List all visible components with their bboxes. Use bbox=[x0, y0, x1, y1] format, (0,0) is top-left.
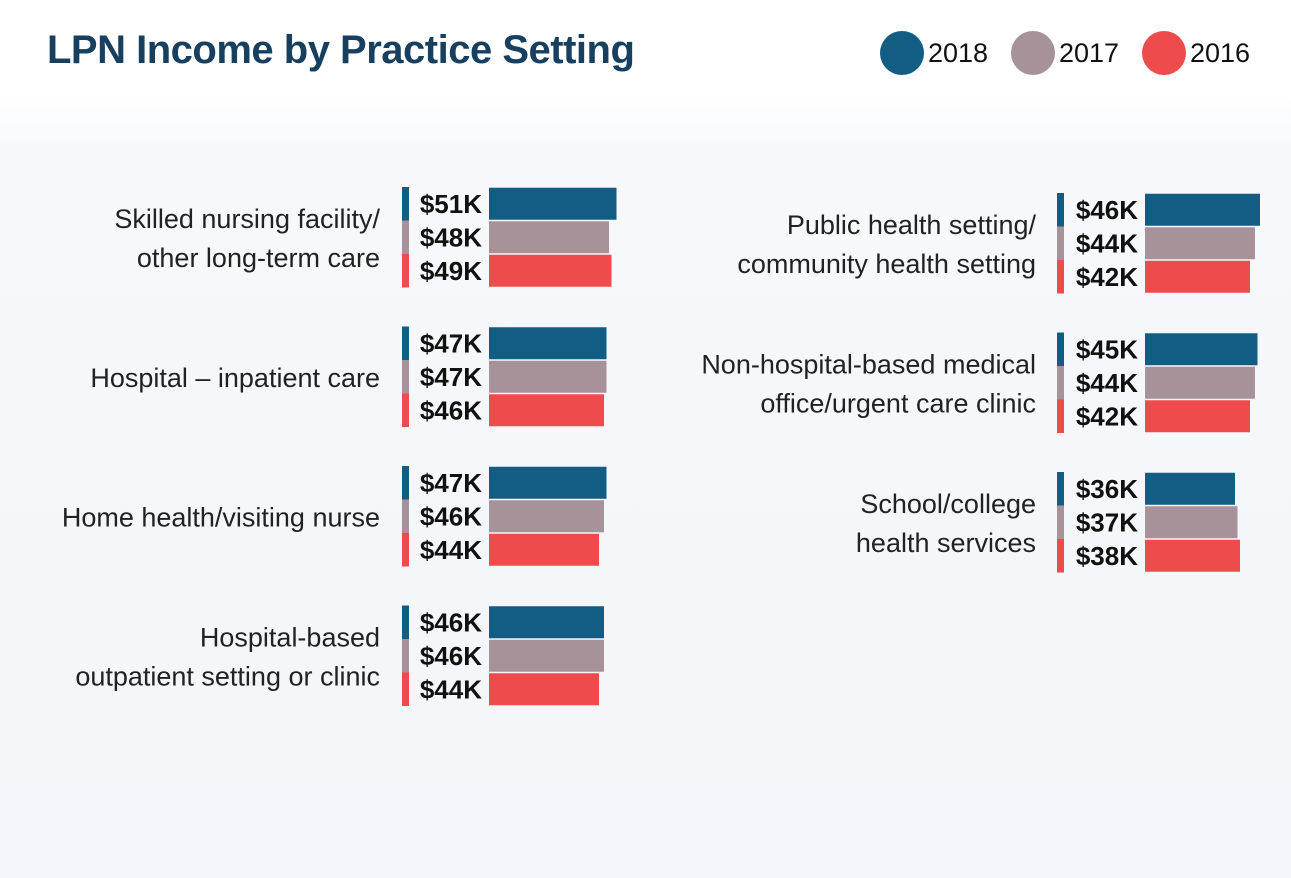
series-tick-2016 bbox=[1057, 399, 1064, 433]
series-tick-2017 bbox=[1057, 366, 1064, 400]
series-tick-2018 bbox=[1057, 472, 1064, 506]
category-label: health services bbox=[856, 528, 1036, 558]
series-tick-2018 bbox=[402, 466, 409, 500]
value-label: $46K bbox=[420, 641, 482, 671]
bar-2018 bbox=[489, 187, 617, 220]
category-group: Skilled nursing facility/other long-term… bbox=[114, 187, 617, 288]
bar-2017 bbox=[489, 500, 604, 533]
value-label: $38K bbox=[1076, 541, 1138, 571]
bar-2016 bbox=[489, 394, 604, 427]
bar-2018 bbox=[489, 327, 607, 360]
bar-2016 bbox=[1145, 539, 1240, 572]
bar-2017 bbox=[1145, 506, 1238, 539]
category-group: Public health setting/community health s… bbox=[737, 193, 1260, 294]
bar-2018 bbox=[1145, 472, 1235, 505]
series-tick-2016 bbox=[402, 672, 409, 706]
value-label: $47K bbox=[420, 329, 482, 359]
value-label: $47K bbox=[420, 468, 482, 498]
value-label: $44K bbox=[420, 535, 482, 565]
value-label: $44K bbox=[420, 675, 482, 705]
value-label: $49K bbox=[420, 256, 482, 286]
series-tick-2018 bbox=[402, 605, 409, 639]
series-tick-2016 bbox=[402, 533, 409, 567]
bar-2017 bbox=[489, 639, 604, 672]
value-label: $45K bbox=[1076, 335, 1138, 365]
legend-swatch-2016 bbox=[1142, 31, 1186, 75]
value-label: $42K bbox=[1076, 402, 1138, 432]
value-label: $42K bbox=[1076, 262, 1138, 292]
value-label: $47K bbox=[420, 362, 482, 392]
category-group: Hospital-based outpatient setting or clin… bbox=[75, 605, 604, 706]
category-label: School/college bbox=[860, 489, 1036, 519]
category-label: Hospital-based bbox=[200, 622, 380, 652]
series-tick-2018 bbox=[402, 187, 409, 221]
value-label: $51K bbox=[420, 189, 482, 219]
legend-swatch-2017 bbox=[1011, 31, 1055, 75]
bar-2018 bbox=[1145, 333, 1258, 366]
series-tick-2017 bbox=[402, 360, 409, 394]
category-label: community health setting bbox=[737, 249, 1036, 279]
category-label: Public health setting/ bbox=[787, 210, 1037, 240]
series-tick-2016 bbox=[402, 254, 409, 288]
value-label: $36K bbox=[1076, 474, 1138, 504]
category-label: outpatient setting or clinic bbox=[75, 661, 380, 691]
value-label: $44K bbox=[1076, 368, 1138, 398]
series-tick-2017 bbox=[1057, 505, 1064, 539]
bar-2018 bbox=[489, 606, 604, 639]
legend-label-2016: 2016 bbox=[1190, 38, 1251, 68]
legend-swatch-2018 bbox=[880, 31, 924, 75]
bar-2018 bbox=[489, 466, 607, 499]
category-group: Home health/visiting nurse $47K $46K$44K bbox=[62, 466, 607, 567]
category-label: other long-term care bbox=[137, 243, 380, 273]
series-tick-2018 bbox=[402, 326, 409, 360]
bar-2018 bbox=[1145, 193, 1260, 226]
value-label: $46K bbox=[420, 396, 482, 426]
value-label: $48K bbox=[420, 223, 482, 253]
category-label: Non-hospital-based medical bbox=[701, 349, 1036, 379]
category-label: office/urgent care clinic bbox=[760, 388, 1036, 418]
value-label: $44K bbox=[1076, 229, 1138, 259]
bar-2017 bbox=[489, 360, 607, 393]
series-tick-2016 bbox=[1057, 260, 1064, 294]
bar-2016 bbox=[489, 673, 599, 706]
bar-2016 bbox=[1145, 260, 1250, 293]
bar-2017 bbox=[1145, 366, 1255, 399]
series-tick-2016 bbox=[402, 393, 409, 427]
value-label: $46K bbox=[1076, 195, 1138, 225]
series-tick-2017 bbox=[1057, 226, 1064, 260]
value-label: $46K bbox=[420, 502, 482, 532]
bar-2016 bbox=[1145, 400, 1250, 433]
series-tick-2016 bbox=[1057, 539, 1064, 573]
series-tick-2017 bbox=[402, 639, 409, 673]
bar-2017 bbox=[489, 221, 609, 254]
legend-label-2018: 2018 bbox=[928, 38, 989, 68]
value-label: $46K bbox=[420, 608, 482, 638]
category-label: Skilled nursing facility/ bbox=[114, 204, 380, 234]
series-tick-2017 bbox=[402, 499, 409, 533]
category-label: Hospital – inpatient care bbox=[90, 363, 380, 393]
chart-title: LPN Income by Practice Setting bbox=[47, 28, 635, 72]
series-tick-2017 bbox=[402, 220, 409, 254]
series-tick-2018 bbox=[1057, 332, 1064, 366]
category-group: Hospital – inpatient care $47K$47K $46K bbox=[90, 326, 607, 427]
bar-2016 bbox=[489, 533, 599, 566]
bar-2017 bbox=[1145, 227, 1255, 260]
value-label: $37K bbox=[1076, 508, 1138, 538]
legend-label-2017: 2017 bbox=[1059, 38, 1120, 68]
category-group: School/college health services $36K $37K$38… bbox=[856, 472, 1240, 573]
category-label: Home health/visiting nurse bbox=[62, 502, 380, 532]
category-group: Non-hospital-based medical office/urgent … bbox=[701, 332, 1258, 433]
series-tick-2018 bbox=[1057, 193, 1064, 227]
bar-2016 bbox=[489, 254, 612, 287]
